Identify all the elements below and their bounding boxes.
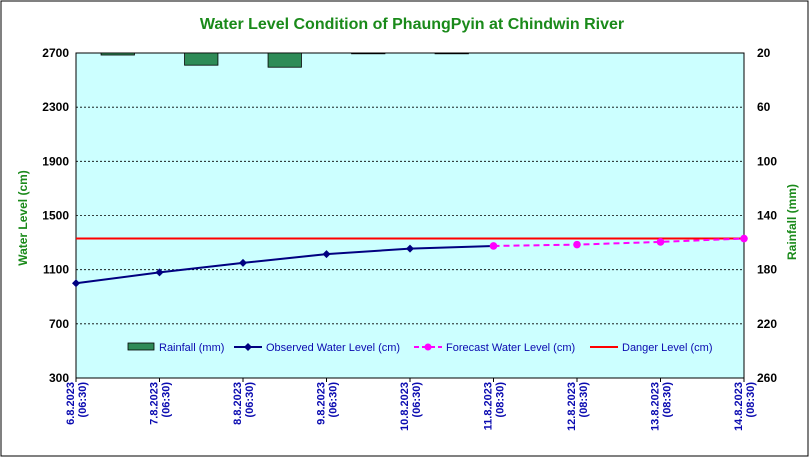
y-left-tick-label: 2300 xyxy=(42,100,69,114)
legend: Rainfall (mm) Observed Water Level (cm) … xyxy=(127,342,712,354)
y-left-tick-label: 2700 xyxy=(42,46,69,60)
forecast-point xyxy=(656,238,665,246)
rainfall-bar xyxy=(267,52,302,68)
x-tick-label: 13.8.2023(08:30) xyxy=(650,382,674,431)
y-right-tick-label: 100 xyxy=(757,154,777,168)
observed-point xyxy=(239,258,247,267)
x-tick-date: 7.8.2023 xyxy=(149,382,161,425)
legend-label-forecast: Forecast Water Level (cm) xyxy=(446,342,575,354)
x-tick-label: 14.8.2023(08:30) xyxy=(733,382,757,431)
x-tick-time: (08:30) xyxy=(745,382,757,418)
x-tick-date: 10.8.2023 xyxy=(399,382,411,431)
y-left-tick-label: 1900 xyxy=(42,154,69,168)
y-right-tick-label: 140 xyxy=(757,209,777,223)
x-axis-ticks: 6.8.2023(06:30) 7.8.2023(06:30) 8.8.2023(0… xyxy=(65,378,757,431)
y-left-tick-label: 700 xyxy=(49,317,69,331)
x-tick-time: (06:30) xyxy=(411,382,423,418)
forecast-point xyxy=(573,240,581,249)
observed-point xyxy=(155,268,164,277)
forecast-water-level-line xyxy=(493,237,745,247)
x-tick-label: 12.8.2023(08:30) xyxy=(566,382,590,431)
observed-point xyxy=(72,279,80,288)
legend-label-rainfall: Rainfall (mm) xyxy=(159,342,224,354)
rainfall-bar xyxy=(434,52,469,55)
y-left-tick-label: 300 xyxy=(49,371,69,385)
x-tick-label: 6.8.2023(06:30) xyxy=(65,382,89,425)
y-right-tick-label: 180 xyxy=(757,263,777,277)
x-tick-time: (06:30) xyxy=(161,382,173,418)
legend-label-danger: Danger Level (cm) xyxy=(622,342,712,354)
x-tick-date: 12.8.2023 xyxy=(566,382,578,431)
x-tick-time: (08:30) xyxy=(662,382,674,418)
observed-point xyxy=(322,250,331,259)
forecast-point xyxy=(740,234,748,243)
y-right-axis-title: Rainfall (mm) xyxy=(785,184,799,260)
x-tick-time: (06:30) xyxy=(244,382,256,418)
forecast-point xyxy=(489,242,498,250)
x-tick-date: 13.8.2023 xyxy=(650,382,662,431)
y-right-tick-label: 220 xyxy=(757,317,777,331)
right-axis-ticks: 20 60 100 140 180 220 260 xyxy=(757,46,777,385)
y-right-tick-label: 260 xyxy=(757,371,777,385)
legend-swatch-rainfall xyxy=(127,342,155,351)
rainfall-bar xyxy=(100,52,135,56)
y-right-tick-label: 20 xyxy=(757,46,771,60)
rainfall-bars xyxy=(100,52,469,68)
x-tick-date: 11.8.2023 xyxy=(483,382,495,430)
legend-marker-forecast xyxy=(424,343,432,351)
y-left-axis-title: Water Level (cm) xyxy=(16,170,30,266)
legend-marker-observed xyxy=(244,343,252,351)
y-left-tick-label: 1100 xyxy=(43,263,69,277)
x-tick-label: 8.8.2023(06:30) xyxy=(232,382,256,425)
legend-label-observed: Observed Water Level (cm) xyxy=(266,342,400,354)
left-axis-ticks: 300 700 1100 1500 1900 2300 2700 xyxy=(42,46,69,385)
x-tick-label: 9.8.2023(06:30) xyxy=(316,382,340,425)
x-tick-time: (08:30) xyxy=(495,382,507,418)
x-tick-date: 14.8.2023 xyxy=(733,382,745,431)
x-tick-date: 9.8.2023 xyxy=(316,382,328,425)
rainfall-bar xyxy=(351,52,386,55)
gridlines xyxy=(76,52,744,325)
x-tick-label: 10.8.2023(06:30) xyxy=(399,382,423,431)
observed-point xyxy=(406,244,414,253)
x-tick-time: (08:30) xyxy=(578,382,590,418)
chart-title: Water Level Condition of PhaungPyin at C… xyxy=(200,16,624,33)
x-tick-label: 11.8.2023(08:30) xyxy=(483,382,507,431)
x-tick-date: 6.8.2023 xyxy=(65,382,77,425)
x-tick-date: 8.8.2023 xyxy=(232,382,244,425)
observed-water-level-line xyxy=(75,244,494,285)
x-tick-time: (06:30) xyxy=(328,382,340,418)
water-level-lines xyxy=(72,234,748,288)
x-tick-label: 7.8.2023(06:30) xyxy=(149,382,173,425)
x-tick-time: (06:30) xyxy=(77,382,89,418)
y-left-tick-label: 1500 xyxy=(42,209,69,223)
y-right-tick-label: 60 xyxy=(757,100,771,114)
rainfall-bar xyxy=(184,52,219,66)
